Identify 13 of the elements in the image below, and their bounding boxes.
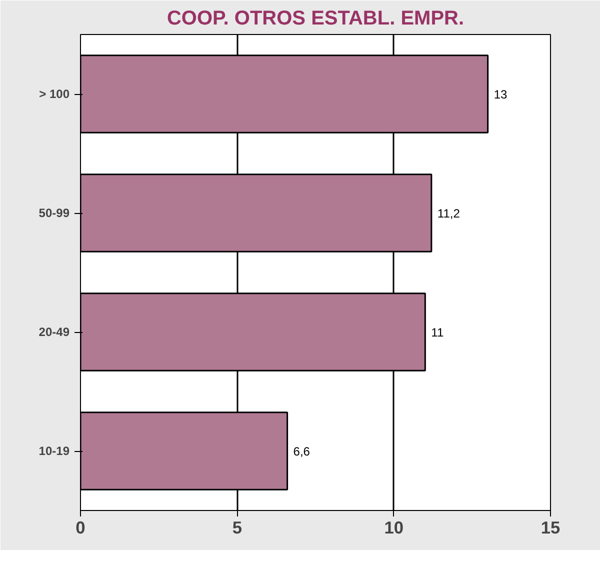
x-tick-label: 0 xyxy=(76,518,86,538)
chart-title: COOP. OTROS ESTABL. EMPR. xyxy=(166,8,464,30)
data-label: 6,6 xyxy=(293,444,310,458)
y-tick-label: 10-19 xyxy=(38,444,70,458)
x-tick-label: 15 xyxy=(540,518,560,538)
y-tick-label: 50-99 xyxy=(38,206,70,220)
x-tick-label: 10 xyxy=(384,518,404,538)
y-tick-label: > 100 xyxy=(39,87,70,101)
y-tick-label: 20-49 xyxy=(38,325,70,339)
data-label: 11,2 xyxy=(437,206,460,220)
data-label: 13 xyxy=(494,88,508,102)
x-tick-label: 5 xyxy=(232,518,242,538)
data-label: 11 xyxy=(431,326,444,340)
